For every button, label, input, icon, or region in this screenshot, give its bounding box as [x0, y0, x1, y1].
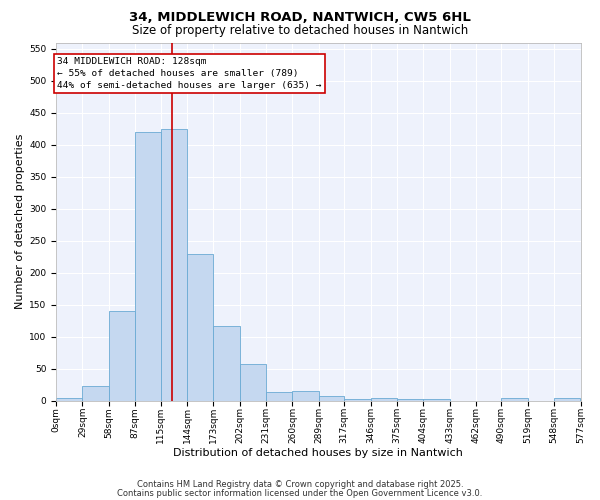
Bar [161, 129, 187, 400]
Bar [214, 326, 240, 400]
Bar [240, 364, 266, 401]
Bar [292, 391, 319, 400]
Bar [319, 396, 344, 400]
Bar [135, 132, 161, 400]
Bar [187, 254, 214, 400]
X-axis label: Distribution of detached houses by size in Nantwich: Distribution of detached houses by size … [173, 448, 463, 458]
Text: Size of property relative to detached houses in Nantwich: Size of property relative to detached ho… [132, 24, 468, 37]
Text: 34 MIDDLEWICH ROAD: 128sqm
← 55% of detached houses are smaller (789)
44% of sem: 34 MIDDLEWICH ROAD: 128sqm ← 55% of deta… [57, 57, 322, 90]
Bar [502, 398, 528, 400]
Text: 34, MIDDLEWICH ROAD, NANTWICH, CW5 6HL: 34, MIDDLEWICH ROAD, NANTWICH, CW5 6HL [129, 11, 471, 24]
Bar [56, 398, 82, 400]
Text: Contains HM Land Registry data © Crown copyright and database right 2025.: Contains HM Land Registry data © Crown c… [137, 480, 463, 489]
Bar [554, 398, 580, 400]
Bar [109, 311, 135, 400]
Bar [371, 398, 397, 400]
Bar [266, 392, 292, 400]
Text: Contains public sector information licensed under the Open Government Licence v3: Contains public sector information licen… [118, 488, 482, 498]
Bar [82, 386, 109, 400]
Y-axis label: Number of detached properties: Number of detached properties [15, 134, 25, 310]
